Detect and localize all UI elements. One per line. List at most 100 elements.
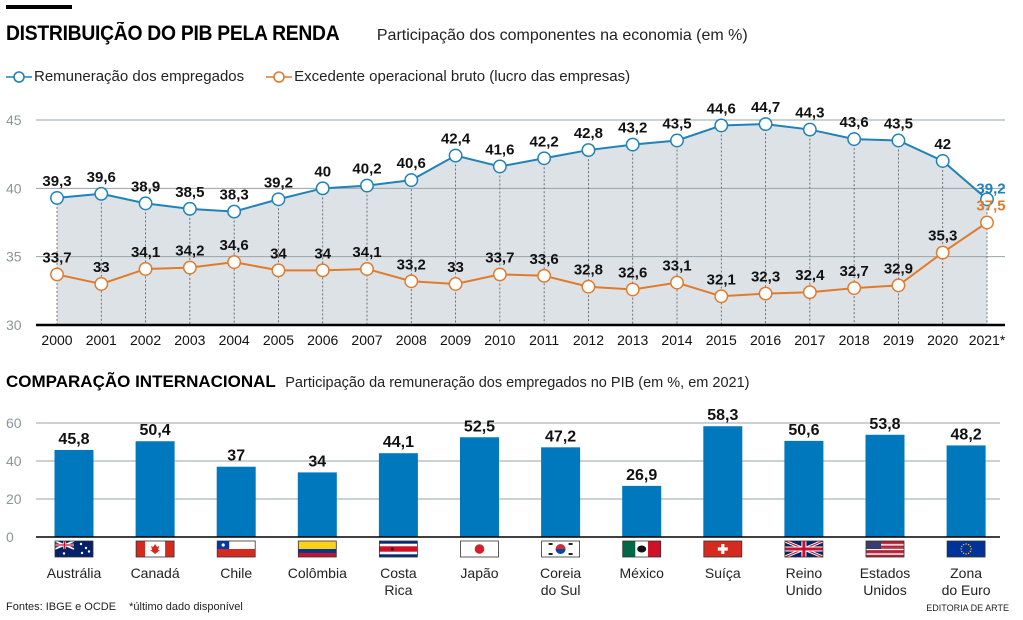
costa-rica-flag-icon xyxy=(378,540,418,558)
data-label: 33,7 xyxy=(42,249,71,266)
data-label: 37,5 xyxy=(976,198,1005,215)
flag-stripe xyxy=(866,552,904,554)
data-label: 34,6 xyxy=(220,237,249,254)
bar xyxy=(460,437,499,537)
data-point xyxy=(980,192,994,207)
data-label: 43,2 xyxy=(618,120,647,137)
x-tick-label: 2006 xyxy=(307,332,338,348)
data-point xyxy=(492,159,507,174)
bar-value-label: 44,1 xyxy=(383,434,414,451)
x-tick-label: 2003 xyxy=(174,332,205,348)
usa-flag-icon xyxy=(865,540,905,558)
data-point xyxy=(227,255,242,270)
country-label: do Sul xyxy=(541,582,581,598)
data-label: 34,1 xyxy=(352,244,381,261)
data-label: 39,6 xyxy=(87,169,116,186)
header-rule xyxy=(6,5,72,9)
eu-flag-icon xyxy=(946,540,986,558)
flag-border xyxy=(703,540,743,558)
legend-label-employees: Remuneração dos empregados xyxy=(34,68,245,85)
south-korea-flag-icon xyxy=(541,540,580,558)
data-point xyxy=(182,201,197,216)
flag-part xyxy=(298,553,337,557)
data-label: 42,2 xyxy=(530,133,559,150)
flag-star xyxy=(962,552,965,555)
section-subtitle: Participação da remuneração dos empregad… xyxy=(285,375,750,391)
country-label: Reino xyxy=(786,565,823,581)
data-point xyxy=(94,186,109,201)
switzerland-flag-icon xyxy=(703,540,743,558)
flag-star xyxy=(62,552,66,555)
flag-part xyxy=(947,541,986,557)
y-tick-label: 45 xyxy=(6,112,22,128)
flag-part xyxy=(298,549,337,553)
line-chart: 30 35 40 45 2000 2001 2002 2003 2004 2005 2006 2007… xyxy=(6,99,1006,348)
bar-value-label: 58,3 xyxy=(707,407,738,424)
flag-stripe xyxy=(866,541,904,544)
x-tick-label: 2004 xyxy=(219,332,250,348)
country-label: Estados xyxy=(860,565,911,581)
flag-star xyxy=(969,550,972,553)
trigram xyxy=(548,543,553,545)
data-label: 44,7 xyxy=(751,99,780,116)
flag-star xyxy=(965,543,967,545)
y-tick-label: 40 xyxy=(6,180,22,196)
flag-sun xyxy=(474,544,485,554)
flag-star xyxy=(84,546,88,550)
bar xyxy=(622,485,662,537)
country-label: Zona xyxy=(950,565,982,581)
country-label: México xyxy=(620,565,665,581)
x-tick-label: 2018 xyxy=(839,332,870,348)
page-title: DISTRIBUIÇÃO DO PIB PELA RENDA xyxy=(6,22,340,45)
flag-part xyxy=(165,541,175,557)
data-label: 43,5 xyxy=(662,116,691,133)
data-point xyxy=(625,282,640,297)
data-point xyxy=(271,263,286,278)
data-point xyxy=(360,178,374,193)
footnote: *último dado disponível xyxy=(129,601,243,613)
data-label: 39,2 xyxy=(264,174,293,191)
data-point xyxy=(448,277,463,291)
data-point xyxy=(360,262,374,276)
data-label: 32,6 xyxy=(618,264,647,281)
country-label: Unidos xyxy=(863,582,907,598)
country-label: Unido xyxy=(786,582,823,598)
chile-flag-icon xyxy=(216,540,256,558)
data-label: 43,6 xyxy=(840,114,869,131)
flag-part xyxy=(217,549,256,557)
country-label: Austrália xyxy=(47,565,102,581)
bar-value-label: 50,4 xyxy=(140,422,171,439)
data-point xyxy=(138,196,153,211)
data-point xyxy=(802,285,817,300)
flag-canton xyxy=(866,541,881,549)
data-label: 32,9 xyxy=(884,260,913,277)
data-label: 33,2 xyxy=(397,256,426,273)
bar xyxy=(135,441,175,537)
flag-stripe xyxy=(866,545,904,548)
data-label: 33,6 xyxy=(530,251,559,268)
data-label: 40 xyxy=(314,163,331,180)
x-tick-label: 2010 xyxy=(484,332,515,348)
data-label: 32,4 xyxy=(795,267,825,284)
series-line-employees xyxy=(56,123,988,213)
data-label: 41,6 xyxy=(485,141,514,158)
bar xyxy=(703,426,743,537)
trigram xyxy=(568,543,573,545)
flag-border xyxy=(622,540,662,558)
country-label: Rica xyxy=(384,582,412,598)
y-tick-label: 0 xyxy=(6,529,14,545)
data-label: 43,5 xyxy=(884,116,913,133)
x-tick-label: 2021* xyxy=(969,332,1006,348)
bar-value-label: 48,2 xyxy=(951,426,982,443)
data-label: 38,3 xyxy=(220,187,249,204)
y-tick-label: 40 xyxy=(6,453,22,469)
flag-part xyxy=(298,541,337,549)
trigram xyxy=(548,553,553,555)
flag-part xyxy=(55,541,74,549)
x-tick-label: 2020 xyxy=(927,332,958,348)
x-tick-label: 2011 xyxy=(529,332,559,348)
country-label: Coreia xyxy=(540,565,581,581)
bar xyxy=(946,445,986,537)
flag-star xyxy=(221,543,225,547)
flag-star xyxy=(969,545,972,548)
